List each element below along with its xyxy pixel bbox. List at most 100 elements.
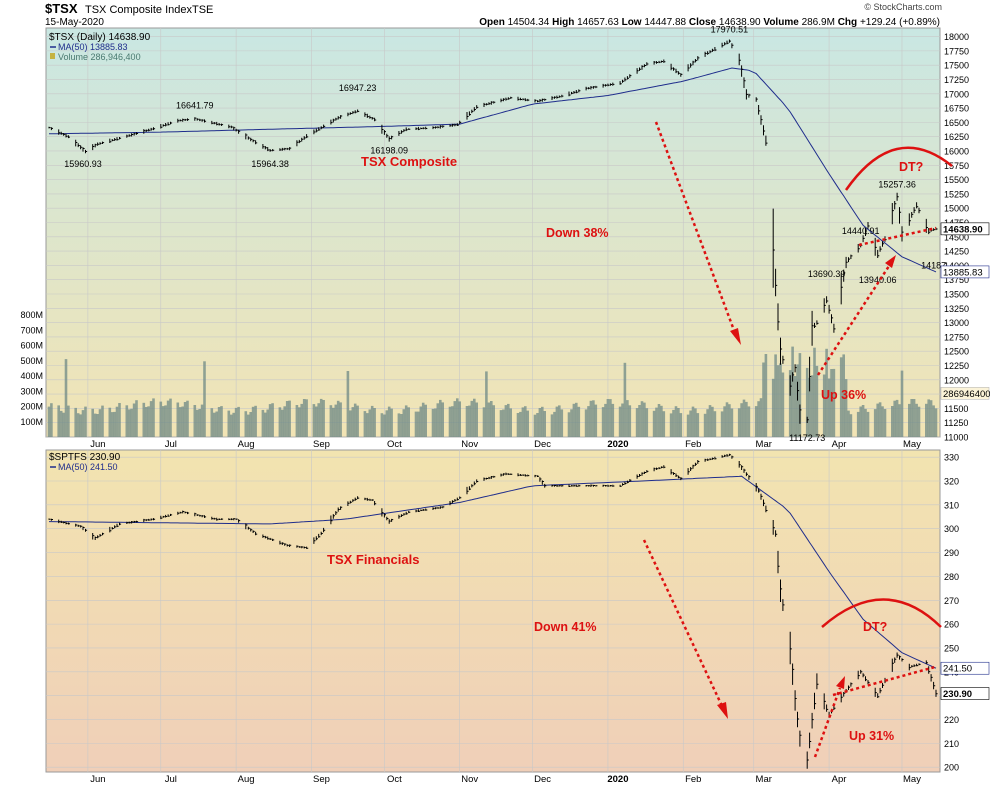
volume-axis-tick-label: 800M — [20, 310, 43, 320]
volume-bar — [791, 346, 794, 437]
month-axis-tick-label: Mar — [756, 774, 772, 785]
price-axis-tick-label: 290 — [944, 548, 959, 558]
volume-bar — [543, 411, 546, 437]
volume-bar — [84, 406, 87, 437]
value-tag-text: 13885.83 — [943, 267, 983, 278]
volume-bar — [669, 413, 673, 437]
volume-bar — [200, 404, 204, 437]
volume-bar — [356, 405, 359, 437]
volume-bar — [186, 400, 189, 437]
volume-bar — [317, 403, 320, 437]
financials-annotations: TSX Financials Down 41% Up 31% DT? — [327, 539, 942, 758]
tsx-dt-annotation: DT? — [899, 160, 923, 174]
volume-axis-tick-label: 700M — [20, 325, 43, 335]
financials-up-annotation: Up 31% — [849, 729, 894, 743]
price-axis-tick-label: 250 — [944, 643, 959, 653]
financials-ma50-line — [49, 475, 937, 669]
volume-bar — [439, 399, 442, 437]
volume-bar — [482, 407, 486, 437]
price-axis-tick-label: 310 — [944, 500, 959, 510]
volume-bar — [485, 371, 488, 437]
volume-bar — [856, 411, 860, 437]
month-axis-tick-label: Sep — [313, 439, 330, 450]
volume-bar — [244, 411, 248, 437]
volume-bar — [234, 407, 238, 437]
volume-bar — [366, 413, 369, 437]
volume-bar — [575, 402, 578, 437]
volume-bar — [98, 409, 102, 437]
financials-down-arrowhead — [717, 702, 728, 719]
volume-bar — [774, 354, 777, 437]
volume-bar — [93, 413, 97, 437]
price-axis-tick-label: 17750 — [944, 46, 969, 56]
volume-bar — [713, 411, 717, 437]
volume-bar — [212, 412, 216, 437]
price-axis-tick-label: 17000 — [944, 89, 969, 99]
price-axis-tick-label: 17500 — [944, 61, 969, 71]
volume-bar — [230, 414, 233, 437]
price-axis-tick-label: 220 — [944, 715, 959, 725]
volume-bar — [387, 406, 391, 437]
month-axis-tick-label: Aug — [238, 439, 255, 450]
month-axis-tick-label: Oct — [387, 774, 402, 785]
volume-axis-tick-label: 500M — [20, 356, 43, 366]
month-axis-tick-label: Jun — [90, 774, 105, 785]
volume-bar — [672, 409, 675, 437]
price-axis-tick-label: 300 — [944, 524, 959, 534]
volume-bar — [839, 357, 843, 437]
volume-bar — [110, 412, 114, 437]
volume-bar — [127, 409, 131, 437]
price-axis-tick-label: 270 — [944, 596, 959, 606]
price-axis-tick-label: 12250 — [944, 361, 969, 371]
month-axis-tick-label: 2020 — [607, 439, 628, 450]
volume-bar — [589, 400, 593, 437]
index-name-label: TSX Composite Index — [85, 4, 192, 16]
financials-plot-area — [45, 449, 941, 773]
price-axis-tick-label: 18000 — [944, 32, 969, 42]
volume-bar — [730, 408, 734, 437]
volume-bar — [558, 405, 561, 437]
volume-bar — [781, 372, 785, 437]
financials-down-annotation: Down 41% — [534, 620, 597, 634]
volume-bar — [353, 403, 357, 437]
volume-bar — [373, 408, 376, 437]
volume-bar — [893, 400, 896, 437]
volume-bar — [723, 406, 726, 437]
chart-header: $TSX TSX Composite Index TSE 15-May-2020… — [45, 1, 942, 28]
price-value-label: 13940.06 — [859, 275, 897, 285]
volume-bar — [577, 406, 581, 437]
volume-bar — [261, 409, 265, 437]
volume-bar — [57, 405, 60, 437]
volume-bar — [402, 409, 406, 437]
volume-bar — [674, 406, 678, 437]
volume-bar — [628, 405, 632, 437]
volume-bar — [655, 407, 658, 437]
volume-bar — [643, 402, 646, 437]
volume-bar — [507, 403, 510, 437]
volume-bar — [336, 400, 340, 437]
volume-bar — [370, 405, 374, 437]
volume-bar — [652, 410, 656, 437]
volume-bar — [419, 406, 423, 437]
volume-bar — [351, 407, 355, 437]
volume-bar — [312, 404, 316, 437]
volume-bar — [132, 403, 136, 437]
volume-bar — [740, 403, 743, 437]
volume-bar — [152, 398, 155, 437]
volume-bar — [176, 402, 180, 437]
price-axis-tick-label: 15000 — [944, 204, 969, 214]
volume-bar — [181, 406, 184, 437]
volume-bar — [925, 403, 928, 437]
volume-bar — [754, 406, 758, 437]
volume-bar — [300, 403, 303, 437]
tsx-price-axis: 1100011250115001175012000122501250012750… — [944, 32, 969, 442]
tsx-legend: $TSX (Daily) 14638.90 MA(50) 13885.83 Vo… — [49, 32, 151, 62]
volume-bar — [825, 348, 828, 437]
volume-bar — [431, 408, 435, 437]
volume-bar — [908, 403, 911, 437]
volume-bar — [135, 400, 138, 437]
volume-bar — [193, 405, 197, 437]
volume-bar — [895, 399, 899, 437]
volume-bar — [844, 379, 848, 437]
